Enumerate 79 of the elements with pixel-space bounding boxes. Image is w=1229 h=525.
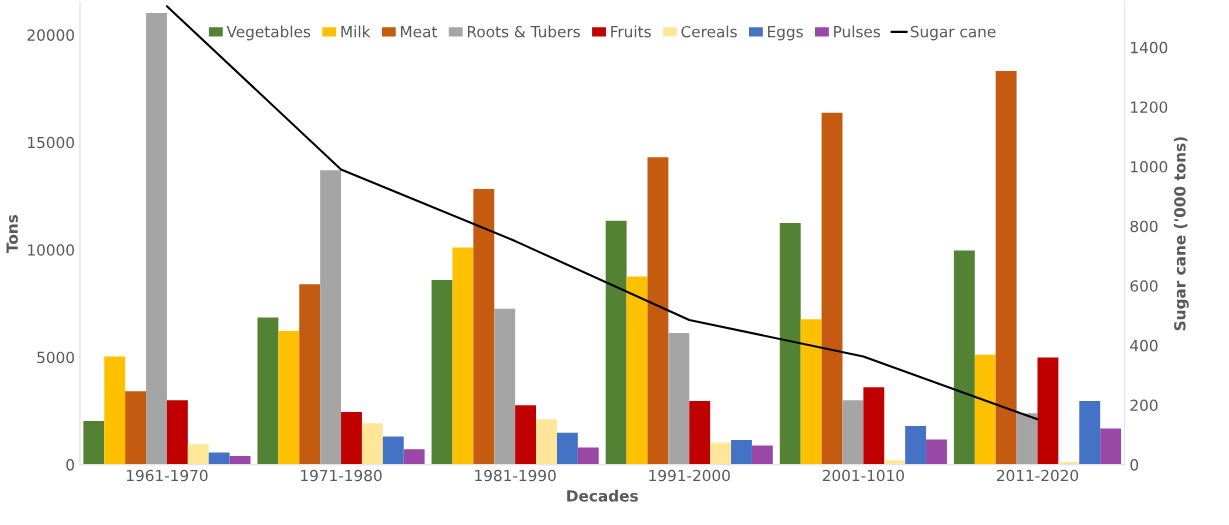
bar [166, 400, 188, 465]
bar [494, 308, 516, 465]
y2-tick-label: 1200 [1131, 101, 1168, 113]
x-tick-label: 1971-1980 [301, 469, 382, 482]
legend-label: Meat [400, 26, 438, 38]
y2-axis-title: Sugar cane ('000 tons) [1173, 137, 1189, 331]
bar [668, 332, 690, 465]
bar [1079, 401, 1101, 465]
bar [382, 436, 404, 465]
bar [299, 284, 321, 465]
bar [452, 247, 474, 465]
x-tick-label: 1991-2000 [649, 469, 730, 482]
bar [605, 220, 627, 465]
bar [341, 411, 362, 465]
bar [229, 456, 251, 465]
legend-label: Vegetables [226, 25, 311, 41]
legend-label: Eggs [768, 26, 803, 41]
bar [208, 452, 230, 465]
bar [278, 330, 300, 465]
bar [926, 439, 947, 465]
bar [884, 460, 906, 465]
y-tick-label: 0 [66, 459, 75, 471]
bar [710, 442, 732, 465]
bar [556, 432, 578, 465]
bar [974, 354, 996, 465]
bar [403, 449, 425, 465]
bar [187, 444, 209, 465]
y2-tick-label: 400 [1130, 339, 1158, 352]
bar [863, 387, 885, 465]
bar [842, 400, 864, 465]
y2-tick-label: 800 [1130, 220, 1158, 233]
y2-tick-label: 1000 [1131, 161, 1168, 173]
y-tick-label: 5000 [37, 351, 75, 364]
bar [473, 188, 495, 465]
bar [953, 250, 975, 465]
legend-label: Milk [341, 25, 371, 38]
bar [1037, 357, 1059, 465]
y-tick-label: 10000 [28, 244, 75, 256]
bar [125, 391, 147, 465]
bar [689, 401, 711, 465]
bar [995, 70, 1017, 465]
x-tick-label: 2011-2020 [996, 469, 1079, 482]
bar [536, 419, 557, 465]
x-tick-label: 2001-1010 [822, 469, 904, 482]
bar [146, 12, 167, 465]
y2-tick-label: 0 [1130, 459, 1139, 471]
bar [800, 319, 822, 465]
y-axis-title: Tons [6, 214, 18, 253]
bar [104, 356, 126, 465]
bar [83, 421, 105, 465]
bar [257, 317, 279, 465]
bar [647, 157, 669, 465]
y2-tick-label: 1400 [1131, 41, 1168, 54]
bar [821, 112, 843, 465]
bar [577, 447, 599, 465]
bar [1100, 428, 1122, 465]
y-tick-label: 20000 [27, 29, 75, 41]
bar [1016, 413, 1038, 465]
legend-label: Cereals [681, 25, 737, 38]
legend-label: Roots & Tubers [467, 25, 580, 38]
bar [731, 439, 752, 465]
bar [626, 276, 648, 465]
legend-label: Pulses [834, 25, 881, 38]
bar [320, 170, 342, 465]
bar [515, 405, 537, 465]
y2-tick-label: 200 [1130, 399, 1158, 412]
x-axis-title: Decades [567, 489, 638, 502]
legend-label: Fruits [611, 25, 651, 38]
line-series [165, 5, 1039, 421]
x-tick-label: 1961-1970 [126, 469, 208, 482]
bar [431, 280, 453, 465]
bar [779, 223, 801, 465]
legend-label: Sugar cane [910, 25, 996, 41]
bar [905, 425, 927, 465]
bar [361, 423, 383, 465]
y2-tick-label: 600 [1130, 280, 1158, 292]
x-tick-label: 1981-1990 [475, 469, 556, 482]
bar [751, 445, 773, 465]
y-tick-label: 15000 [28, 136, 75, 149]
